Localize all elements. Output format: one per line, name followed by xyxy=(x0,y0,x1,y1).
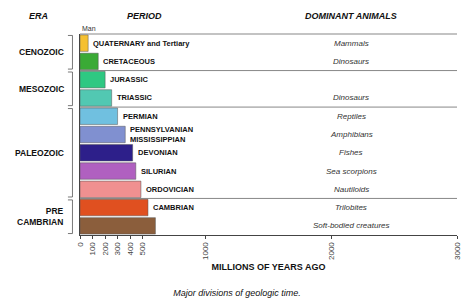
svg-text:TRIASSIC: TRIASSIC xyxy=(117,93,153,102)
svg-text:Man: Man xyxy=(82,25,96,32)
svg-text:QUATERNARY and Tertiary: QUATERNARY and Tertiary xyxy=(93,39,190,48)
svg-text:SILURIAN: SILURIAN xyxy=(141,167,176,176)
svg-text:PALEOZOIC: PALEOZOIC xyxy=(15,148,64,158)
svg-text:Dinosaurs: Dinosaurs xyxy=(333,93,369,102)
svg-text:DOMINANT ANIMALS: DOMINANT ANIMALS xyxy=(305,11,397,21)
svg-text:CAMBRIAN: CAMBRIAN xyxy=(153,203,194,212)
svg-text:300: 300 xyxy=(113,242,122,256)
svg-text:1000: 1000 xyxy=(201,242,210,260)
svg-text:Major divisions of geologic ti: Major divisions of geologic time. xyxy=(173,288,301,298)
svg-text:CENOZOIC: CENOZOIC xyxy=(19,47,64,57)
svg-text:PERIOD: PERIOD xyxy=(127,11,162,21)
svg-text:Sea scorpions: Sea scorpions xyxy=(326,167,377,176)
svg-text:100: 100 xyxy=(88,242,97,256)
svg-text:MESOZOIC: MESOZOIC xyxy=(19,84,64,94)
svg-text:Reptiles: Reptiles xyxy=(337,112,366,121)
svg-text:500: 500 xyxy=(138,242,147,256)
svg-text:CRETACEOUS: CRETACEOUS xyxy=(103,57,155,66)
svg-text:PENNSYLVANIANMISSISSIPPIAN: PENNSYLVANIANMISSISSIPPIAN xyxy=(130,125,193,144)
svg-text:3000: 3000 xyxy=(453,242,462,260)
svg-text:ERA: ERA xyxy=(29,11,48,21)
svg-text:Dinosaurs: Dinosaurs xyxy=(333,57,369,66)
svg-text:Soft-bodied creatures: Soft-bodied creatures xyxy=(313,221,390,230)
svg-text:2000: 2000 xyxy=(327,242,336,260)
svg-text:Amphibians: Amphibians xyxy=(330,130,373,139)
svg-text:200: 200 xyxy=(101,242,110,256)
svg-text:ORDOVICIAN: ORDOVICIAN xyxy=(146,185,194,194)
svg-text:Trilobites: Trilobites xyxy=(335,203,367,212)
svg-text:JURASSIC: JURASSIC xyxy=(110,75,149,84)
svg-text:PRECAMBRIAN: PRECAMBRIAN xyxy=(17,206,64,227)
svg-text:PERMIAN: PERMIAN xyxy=(123,112,158,121)
svg-text:400: 400 xyxy=(126,242,135,256)
svg-text:Fishes: Fishes xyxy=(339,148,363,157)
svg-text:DEVONIAN: DEVONIAN xyxy=(138,148,178,157)
svg-text:MILLIONS OF YEARS AGO: MILLIONS OF YEARS AGO xyxy=(211,262,325,272)
svg-text:Nautiloids: Nautiloids xyxy=(334,185,369,194)
svg-text:Mammals: Mammals xyxy=(334,39,369,48)
svg-text:0: 0 xyxy=(76,242,85,247)
